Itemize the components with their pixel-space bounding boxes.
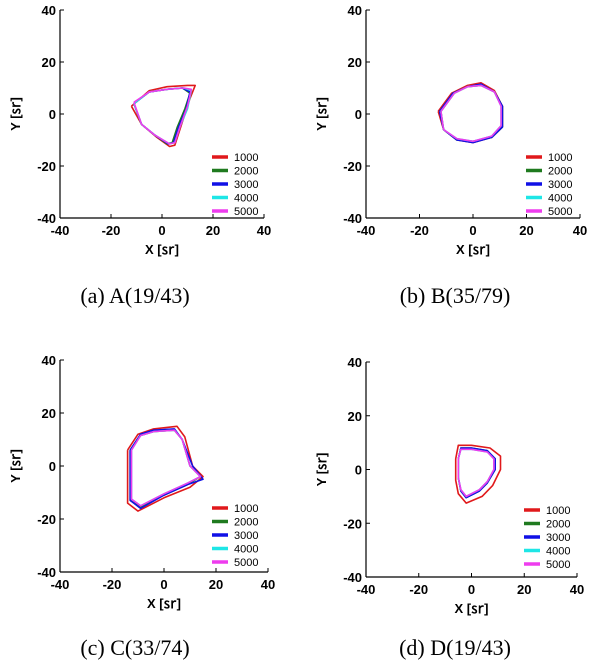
- legend-label: 1000: [234, 503, 258, 515]
- series-line-2000: [440, 84, 504, 143]
- series-line-1000: [130, 84, 196, 148]
- y-axis-label: Y [㏛]: [8, 97, 23, 131]
- x-tick-label: 0: [158, 223, 165, 238]
- y-tick-label: -20: [343, 516, 362, 531]
- legend-label: 4000: [234, 544, 258, 556]
- x-tick-label: 0: [160, 577, 167, 592]
- y-tick-label: 20: [42, 406, 56, 421]
- series-line-5000: [130, 429, 202, 507]
- x-tick-label: 40: [570, 582, 584, 597]
- x-tick-label: 0: [469, 223, 476, 238]
- x-tick-label: -20: [410, 223, 429, 238]
- y-axis-label: Y [㏛]: [8, 449, 23, 483]
- subfigure-caption: (c) C(33/74): [80, 635, 189, 660]
- x-tick-label: -40: [51, 223, 70, 238]
- legend-label: 4000: [234, 193, 258, 205]
- series-line-5000: [440, 84, 502, 143]
- x-tick-label: 0: [468, 582, 475, 597]
- legend-label: 3000: [548, 179, 572, 191]
- legend-label: 4000: [546, 546, 570, 558]
- x-tick-label: -40: [51, 577, 70, 592]
- y-tick-label: -20: [343, 159, 362, 174]
- x-tick-label: 20: [206, 223, 220, 238]
- y-tick-label: -40: [37, 565, 56, 580]
- subfigure-caption: (d) D(19/43): [399, 635, 511, 660]
- legend-label: 2000: [548, 166, 572, 178]
- subfigure-caption: (a) A(19/43): [80, 283, 189, 308]
- x-axis-label: X [㏛]: [456, 242, 490, 257]
- x-tick-label: -40: [357, 223, 376, 238]
- subfigure-caption: (b) B(35/79): [400, 283, 511, 308]
- x-tick-label: 40: [257, 223, 271, 238]
- x-tick-label: 20: [209, 577, 223, 592]
- series-line-5000: [133, 87, 193, 145]
- series-line-1000: [454, 444, 502, 504]
- x-tick-label: -20: [409, 582, 428, 597]
- legend-label: 2000: [234, 517, 258, 529]
- legend-label: 1000: [546, 505, 570, 517]
- legend-label: 5000: [234, 206, 258, 218]
- series-line-5000: [457, 448, 495, 498]
- y-tick-label: 0: [49, 107, 56, 122]
- y-tick-label: 20: [348, 55, 362, 70]
- y-tick-label: 0: [49, 459, 56, 474]
- x-tick-label: -20: [103, 577, 122, 592]
- y-axis-label: Y [㏛]: [314, 453, 329, 487]
- y-tick-label: 40: [348, 355, 362, 370]
- x-tick-label: 40: [261, 577, 275, 592]
- y-tick-label: 0: [355, 107, 362, 122]
- legend-label: 3000: [234, 530, 258, 542]
- legend-label: 3000: [234, 179, 258, 191]
- legend-label: 5000: [548, 206, 572, 218]
- y-tick-label: -40: [343, 211, 362, 226]
- y-tick-label: -20: [37, 159, 56, 174]
- x-tick-label: 20: [517, 582, 531, 597]
- x-tick-label: 40: [573, 223, 587, 238]
- y-tick-label: -40: [343, 570, 362, 585]
- series-line-2000: [129, 429, 202, 508]
- legend-label: 2000: [546, 519, 570, 531]
- x-axis-label: X [㏛]: [147, 596, 181, 611]
- x-axis-label: X [㏛]: [455, 601, 489, 616]
- legend-label: 5000: [546, 559, 570, 571]
- legend-label: 1000: [234, 152, 258, 164]
- y-tick-label: 20: [42, 55, 56, 70]
- y-tick-label: 40: [42, 353, 56, 368]
- legend-label: 3000: [546, 532, 570, 544]
- y-tick-label: -40: [37, 211, 56, 226]
- legend-label: 4000: [548, 193, 572, 205]
- y-tick-label: 0: [355, 463, 362, 478]
- x-axis-label: X [㏛]: [145, 242, 179, 257]
- series-line-3000: [129, 428, 204, 510]
- x-tick-label: -20: [102, 223, 121, 238]
- x-tick-label: 20: [519, 223, 533, 238]
- series-line-4000: [440, 84, 502, 143]
- legend-label: 1000: [548, 152, 572, 164]
- y-tick-label: -20: [37, 512, 56, 527]
- series-line-1000: [126, 425, 204, 512]
- y-tick-label: 40: [348, 3, 362, 18]
- legend-label: 5000: [234, 557, 258, 569]
- legend-label: 2000: [234, 166, 258, 178]
- y-tick-label: 40: [42, 3, 56, 18]
- x-tick-label: -40: [357, 582, 376, 597]
- y-tick-label: 20: [348, 409, 362, 424]
- y-axis-label: Y [㏛]: [314, 97, 329, 131]
